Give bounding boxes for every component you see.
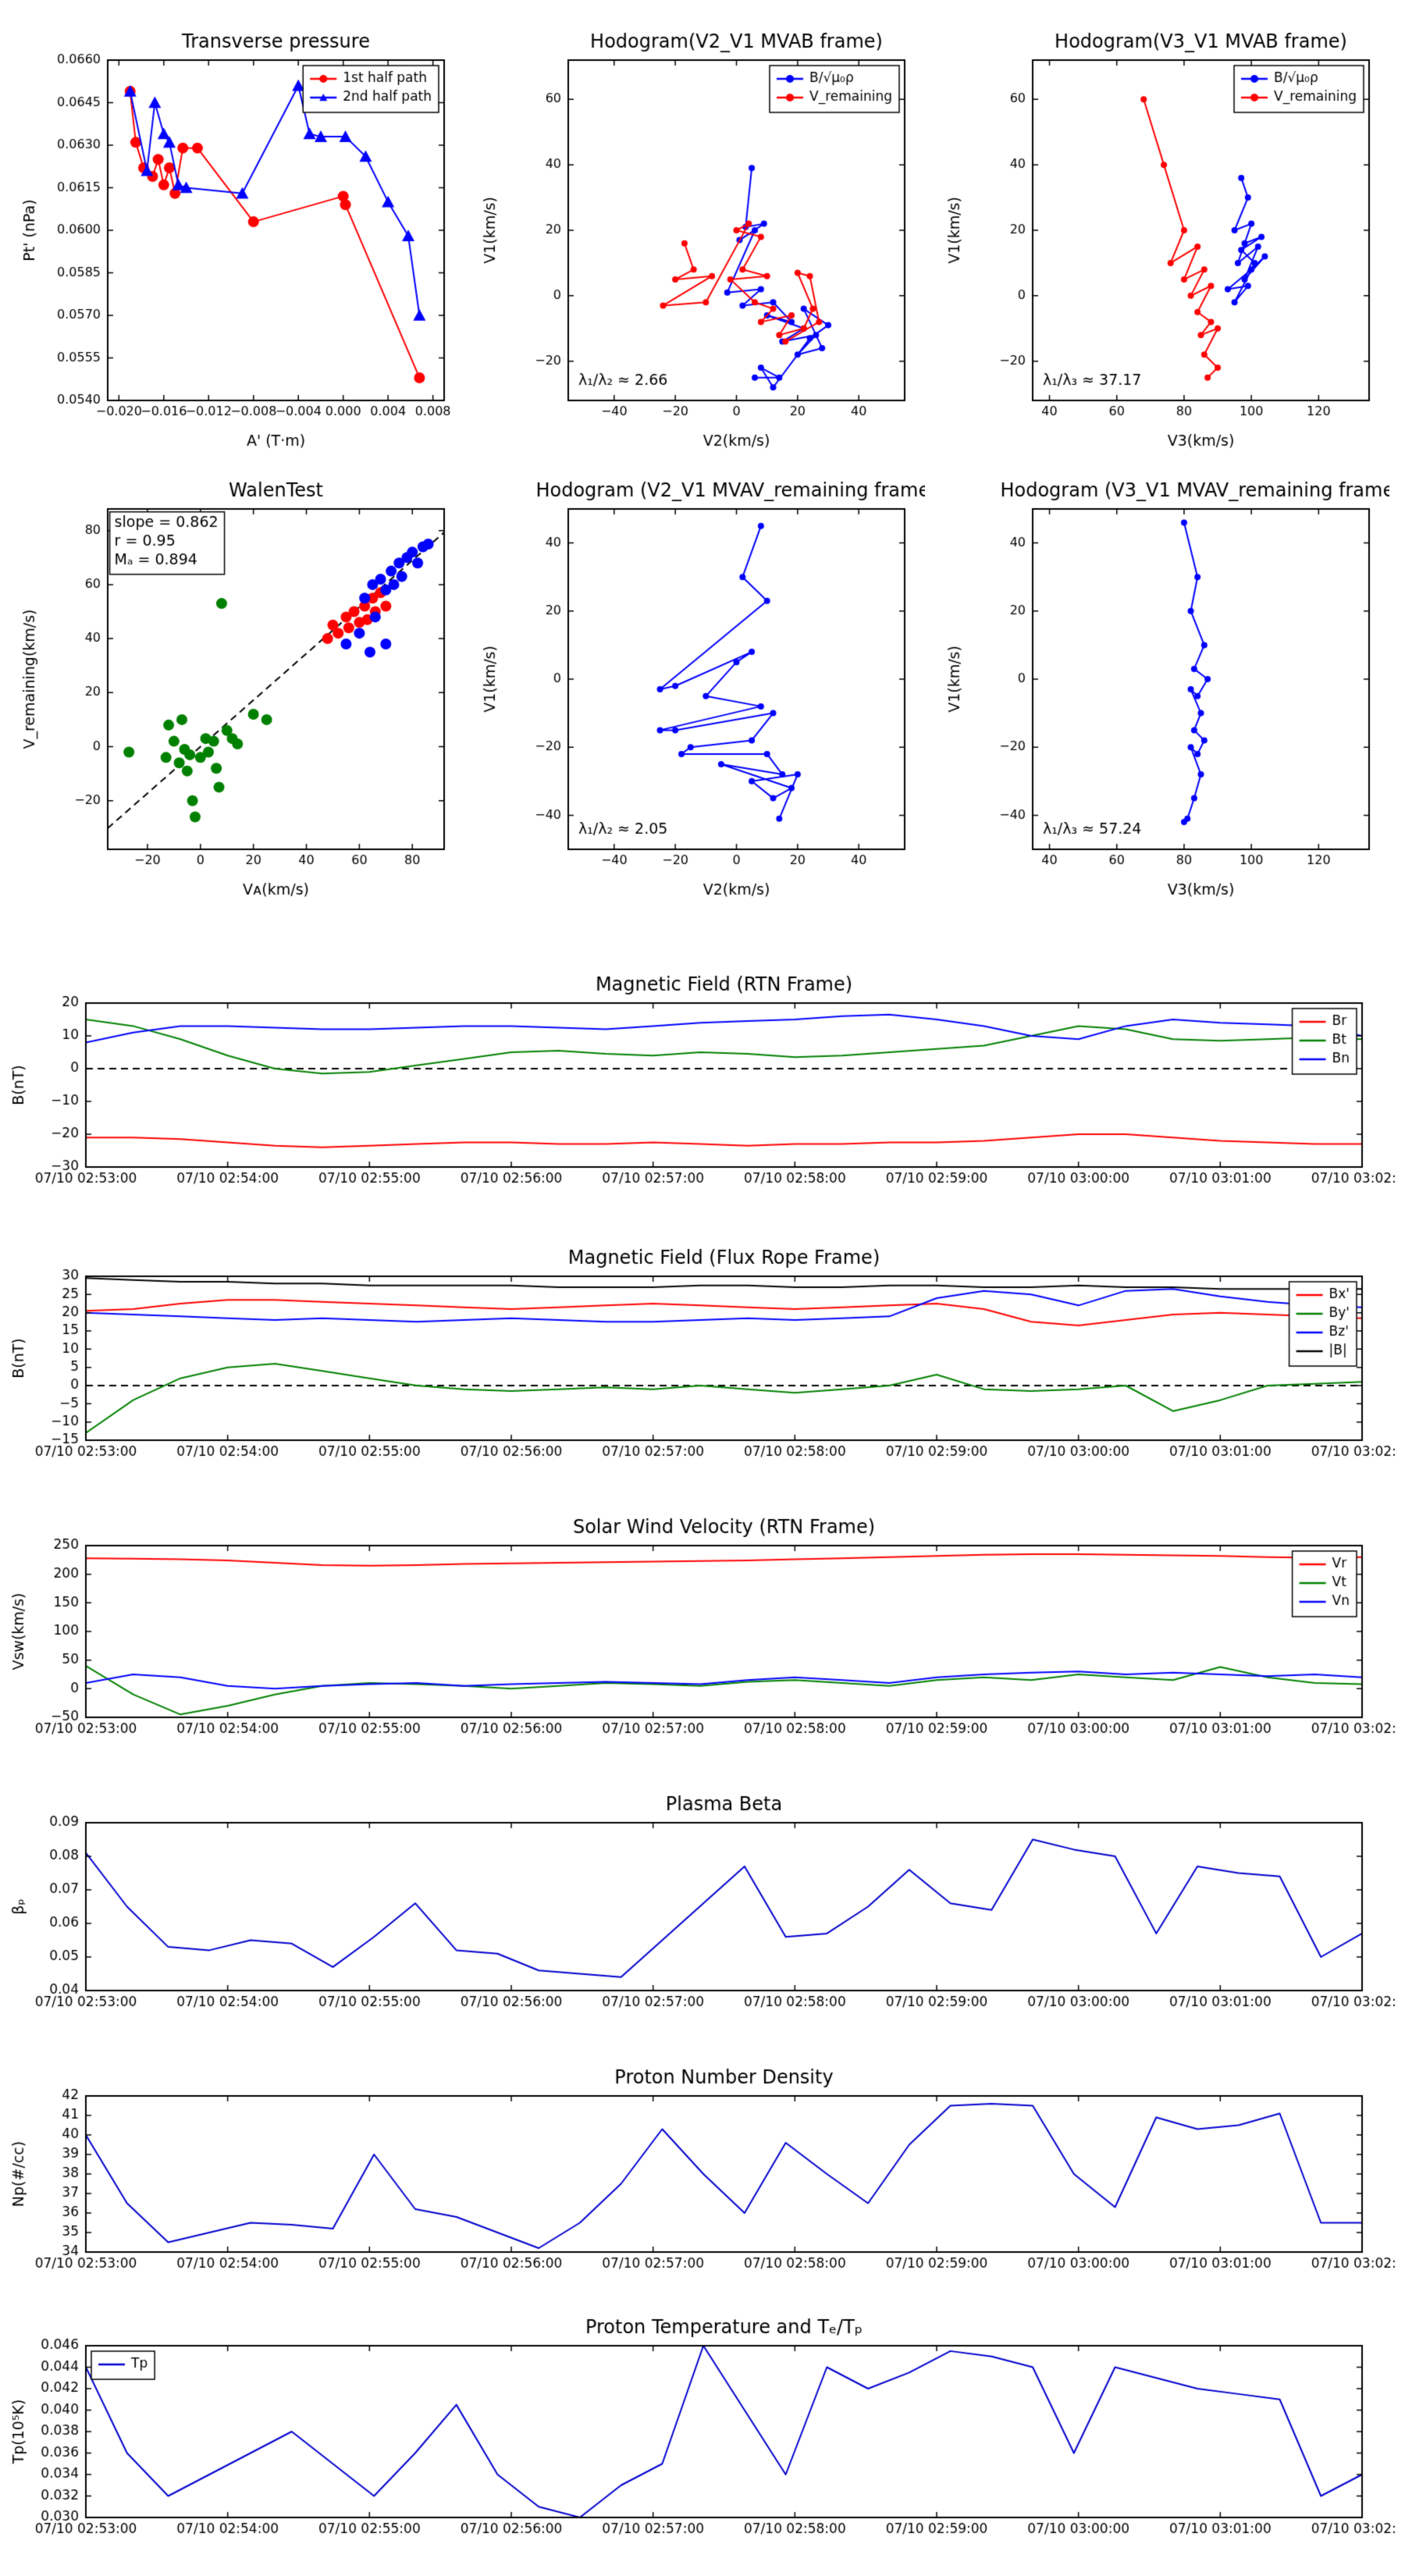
transverse-pressure-chart	[16, 20, 464, 457]
solar-wind-velocity-chart	[8, 1503, 1397, 1752]
hodogram-v3v1-mvab-chart	[941, 20, 1389, 457]
magnetic-field-rtn-chart	[8, 960, 1397, 1202]
plasma-beta-chart	[8, 1780, 1397, 2026]
magnetic-field-flux-rope-chart	[8, 1233, 1397, 1475]
hodogram-v3v1-mvav-chart	[941, 468, 1389, 906]
hodogram-v2v1-mvav-chart	[476, 468, 925, 906]
proton-density-chart	[8, 2053, 1397, 2287]
hodogram-v2v1-mvab-chart	[476, 20, 925, 457]
walen-test-chart	[16, 468, 464, 906]
proton-temperature-chart	[8, 2303, 1397, 2553]
